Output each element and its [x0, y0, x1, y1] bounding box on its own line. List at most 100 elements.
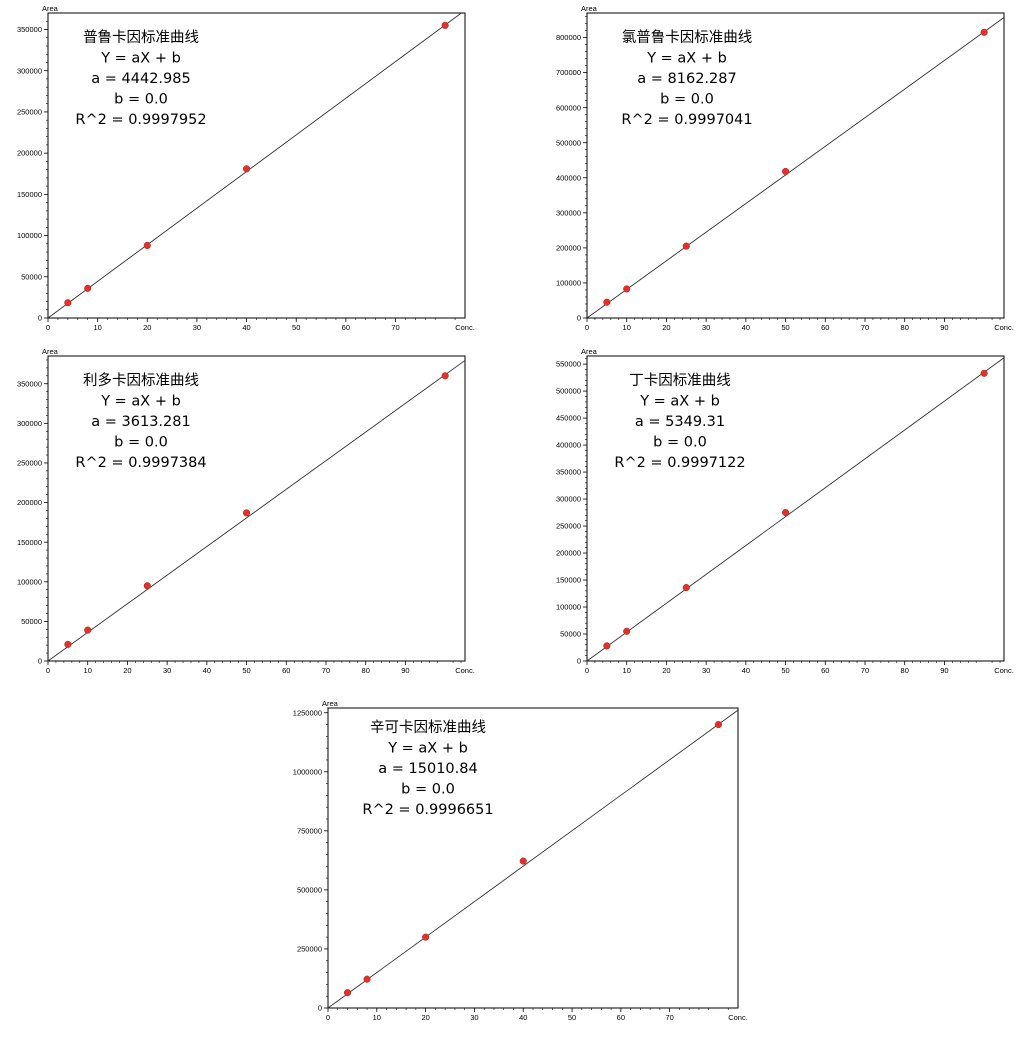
y-axis-label: Area — [581, 347, 598, 356]
x-tick-label: 40 — [203, 666, 211, 675]
y-tick-label: 350000 — [556, 468, 581, 477]
chart-panel-lidocaine: 0 50000 100000 150000 200000 250000 300000 3500… — [0, 343, 480, 683]
intercept-label: b = 0.0 — [401, 782, 455, 798]
data-point — [714, 720, 723, 729]
x-tick-label: 0 — [585, 323, 589, 332]
x-tick-label: 70 — [861, 666, 869, 675]
equation-label: Y = aX + b — [646, 51, 727, 67]
y-tick-label: 50000 — [560, 630, 581, 639]
y-tick-label: 0 — [38, 657, 42, 666]
x-tick-label: 50 — [781, 323, 789, 332]
x-axis-label: Conc. — [994, 666, 1014, 675]
x-tick-label: 20 — [421, 1013, 429, 1022]
data-point — [980, 28, 988, 36]
slope-label: a = 5349.31 — [635, 414, 725, 430]
x-tick-label: 40 — [742, 323, 750, 332]
y-tick-label: 300000 — [556, 208, 581, 217]
slope-label: a = 8162.287 — [637, 71, 736, 87]
x-tick-label: 10 — [84, 666, 92, 675]
y-tick-label: 800000 — [556, 33, 581, 42]
data-point — [682, 242, 690, 250]
y-axis-label: Area — [42, 347, 59, 356]
data-point — [243, 509, 251, 517]
x-tick-label: 60 — [282, 666, 290, 675]
data-point — [143, 582, 151, 590]
plot-frame — [586, 355, 1005, 662]
equation-label: Y = aX + b — [639, 394, 720, 410]
x-tick-label: 30 — [702, 323, 710, 332]
data-point — [782, 167, 790, 176]
data-point — [519, 857, 527, 865]
x-tick-label: 20 — [143, 323, 151, 332]
data-point — [782, 508, 790, 517]
y-tick-label: 200000 — [17, 149, 42, 158]
x-axis-label: Conc. — [728, 1013, 748, 1022]
data-point — [603, 298, 611, 306]
chart-panel-dibucaine: 0 250000 500000 750000 1000000 1250000 0 10 20 30… — [270, 690, 750, 1030]
chart-title: 丁卡因标准曲线 — [629, 372, 731, 389]
x-tick-label: 20 — [123, 666, 131, 675]
data-point — [623, 627, 631, 635]
slope-label: a = 3613.281 — [91, 414, 190, 430]
chart-panel-tetracaine: 0 50000 100000 150000 200000 250000 300000 3500… — [539, 343, 1019, 683]
data-point — [422, 933, 430, 941]
data-point — [682, 584, 690, 592]
y-tick-label: 1250000 — [293, 708, 322, 717]
y-tick-label: 500000 — [297, 885, 322, 894]
data-point — [343, 989, 352, 997]
x-tick-label: 0 — [46, 323, 50, 332]
y-tick-label: 300000 — [17, 419, 42, 428]
x-tick-label: 50 — [781, 666, 789, 675]
r-squared-label: R^2 = 0.9997041 — [621, 112, 752, 128]
y-tick-label: 0 — [318, 1004, 322, 1013]
intercept-label: b = 0.0 — [114, 92, 168, 108]
chart-title: 氯普鲁卡因标准曲线 — [622, 29, 753, 46]
x-tick-label: 40 — [742, 666, 750, 675]
intercept-label: b = 0.0 — [653, 435, 707, 451]
chart-title: 普鲁卡因标准曲线 — [83, 29, 199, 46]
y-tick-label: 150000 — [17, 538, 42, 547]
y-tick-label: 250000 — [297, 945, 322, 954]
plot-frame — [47, 355, 466, 662]
chart-panel-procaine: 0 50000 100000 150000 200000 250000 300000 3500… — [0, 0, 480, 340]
x-tick-label: 0 — [585, 666, 589, 675]
r-squared-label: R^2 = 0.9997952 — [75, 112, 206, 128]
x-tick-label: 60 — [821, 666, 829, 675]
data-point — [143, 241, 151, 250]
y-tick-label: 150000 — [556, 576, 581, 585]
y-tick-label: 400000 — [556, 173, 581, 182]
equation-label: Y = aX + b — [100, 51, 181, 67]
y-tick-label: 200000 — [17, 498, 42, 507]
x-tick-label: 90 — [940, 323, 948, 332]
y-tick-label: 350000 — [17, 25, 42, 34]
x-tick-label: 70 — [322, 666, 330, 675]
data-point — [441, 21, 449, 29]
r-squared-label: R^2 = 0.9996651 — [362, 802, 493, 818]
y-axis-label: Area — [42, 4, 59, 13]
chart-title: 辛可卡因标准曲线 — [370, 719, 486, 736]
x-tick-label: 60 — [617, 1013, 625, 1022]
y-tick-label: 50000 — [21, 272, 42, 281]
x-tick-label: 90 — [940, 666, 948, 675]
data-point — [84, 626, 92, 634]
y-tick-label: 500000 — [556, 138, 581, 147]
chart-panel-chloroprocaine: 0 100000 200000 300000 400000 500000 600000 700… — [539, 0, 1019, 340]
chart-procaine: 0 50000 100000 150000 200000 250000 300000 3500… — [17, 4, 475, 332]
data-point — [84, 284, 92, 292]
x-tick-label: 70 — [665, 1013, 673, 1022]
y-tick-label: 250000 — [556, 522, 581, 531]
x-tick-label: 20 — [662, 666, 670, 675]
intercept-label: b = 0.0 — [114, 435, 168, 451]
chart-lidocaine: 0 50000 100000 150000 200000 250000 300000 3500… — [17, 347, 475, 675]
y-tick-label: 700000 — [556, 68, 581, 77]
x-tick-label: 70 — [861, 323, 869, 332]
y-tick-label: 100000 — [17, 231, 42, 240]
y-tick-label: 300000 — [556, 495, 581, 504]
x-tick-label: 30 — [702, 666, 710, 675]
x-tick-label: 10 — [623, 323, 631, 332]
y-tick-label: 200000 — [556, 243, 581, 252]
data-point — [603, 642, 611, 650]
y-tick-label: 1000000 — [293, 767, 322, 776]
plot-frame — [586, 12, 1005, 319]
data-point — [980, 369, 988, 377]
